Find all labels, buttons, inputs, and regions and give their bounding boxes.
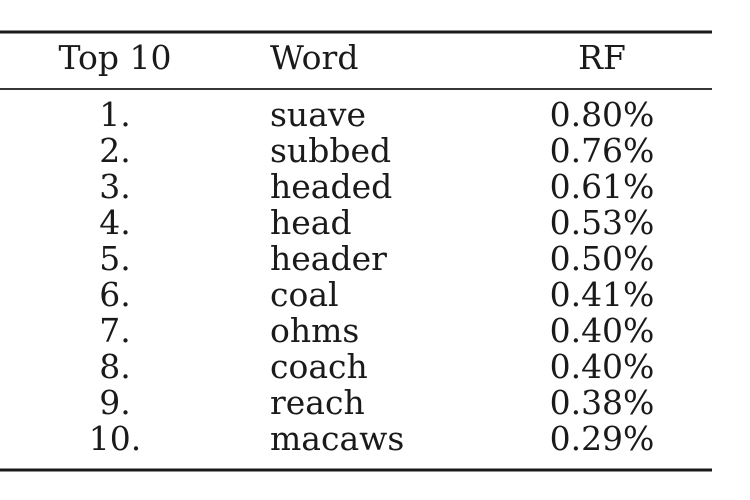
table-cell: 1. (99, 95, 131, 134)
table-cell: 7. (99, 311, 131, 350)
table-cell: 0.29% (550, 419, 655, 458)
table-cell: coach (270, 347, 368, 386)
table-cell: macaws (270, 419, 404, 458)
table-cell: 5. (99, 239, 131, 278)
table-cell: 0.76% (550, 131, 655, 170)
table-cell: headed (270, 167, 392, 206)
table-cell: 6. (99, 275, 131, 314)
table-cell: 0.61% (550, 167, 655, 206)
header-cell: Top 10 (59, 38, 172, 77)
header-cell: RF (578, 38, 626, 77)
table-cell: head (270, 203, 352, 242)
table-cell: 3. (99, 167, 131, 206)
table-cell: ohms (270, 311, 359, 350)
table-cell: 0.53% (550, 203, 655, 242)
table-cell: 0.80% (550, 95, 655, 134)
table-cell: 0.38% (550, 383, 655, 422)
table-cell: 0.50% (550, 239, 655, 278)
table-cell: 4. (99, 203, 131, 242)
table-cell: 0.41% (550, 275, 655, 314)
table-cell: header (270, 239, 387, 278)
table-cell: coal (270, 275, 339, 314)
table-cell: 10. (89, 419, 141, 458)
table-cell: suave (270, 95, 366, 134)
table-cell: 0.40% (550, 311, 655, 350)
table-cell: 9. (99, 383, 131, 422)
table-cell: reach (270, 383, 365, 422)
table-cell: 2. (99, 131, 131, 170)
table-cell: 8. (99, 347, 131, 386)
table-cell: subbed (270, 131, 391, 170)
header-cell: Word (270, 38, 358, 77)
table-cell: 0.40% (550, 347, 655, 386)
